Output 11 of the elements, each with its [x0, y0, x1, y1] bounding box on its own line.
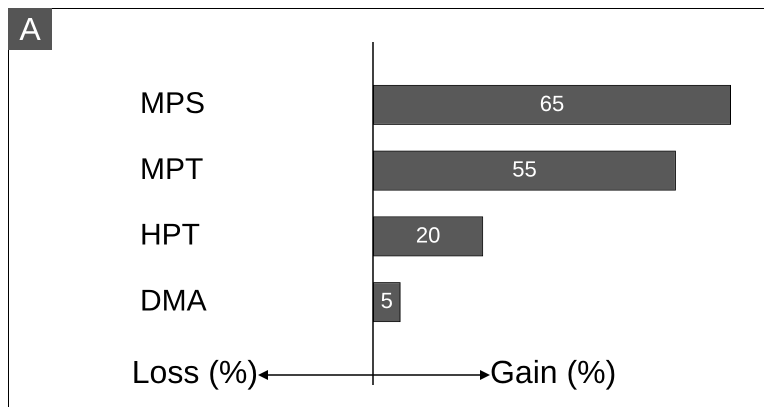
y-tick-label: MPS	[140, 87, 206, 120]
y-tick-label: DMA	[140, 284, 207, 318]
data-label: 55	[512, 156, 537, 182]
y-tick-label: MPT	[140, 152, 204, 186]
text: Loss (%)	[132, 353, 258, 392]
text: A	[8, 8, 52, 50]
data-label: 65	[540, 90, 564, 116]
annotation: Gain (%)	[490, 353, 616, 392]
y-tick-label: HPT	[140, 218, 200, 252]
data-label: 5	[380, 288, 393, 314]
data-label: 20	[416, 222, 440, 248]
